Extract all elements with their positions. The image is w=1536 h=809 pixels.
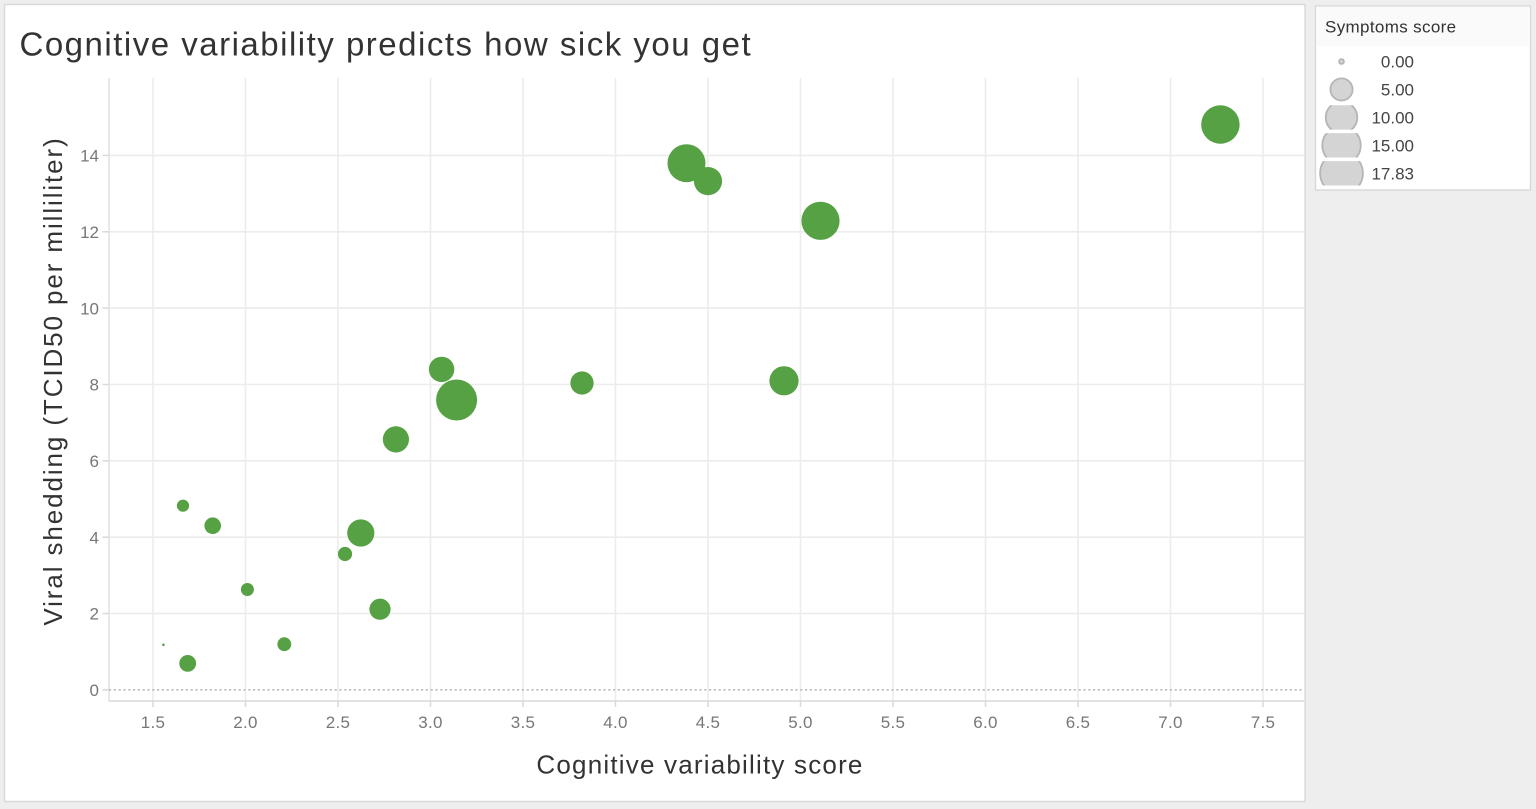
- svg-text:10: 10: [80, 299, 99, 318]
- svg-text:6.5: 6.5: [1066, 713, 1091, 732]
- svg-text:8: 8: [90, 376, 99, 395]
- svg-text:7.5: 7.5: [1251, 713, 1276, 732]
- svg-text:3.5: 3.5: [511, 713, 536, 732]
- svg-text:15.00: 15.00: [1371, 137, 1414, 156]
- svg-text:2.0: 2.0: [233, 713, 258, 732]
- svg-text:Viral shedding (TCID50 per mil: Viral shedding (TCID50 per milliliter): [38, 136, 68, 625]
- svg-text:14: 14: [80, 147, 99, 166]
- svg-text:10.00: 10.00: [1371, 109, 1414, 128]
- svg-text:1.5: 1.5: [141, 713, 166, 732]
- svg-text:6: 6: [90, 452, 99, 471]
- svg-text:Symptoms score: Symptoms score: [1325, 18, 1457, 37]
- svg-text:4.5: 4.5: [696, 713, 721, 732]
- svg-text:6.0: 6.0: [973, 713, 998, 732]
- svg-text:2.5: 2.5: [326, 713, 351, 732]
- svg-text:2: 2: [90, 605, 99, 624]
- svg-text:5.0: 5.0: [788, 713, 813, 732]
- svg-text:0.00: 0.00: [1381, 53, 1414, 72]
- svg-text:5.00: 5.00: [1381, 81, 1414, 100]
- svg-text:4: 4: [90, 528, 99, 547]
- svg-text:Cognitive variability predicts: Cognitive variability predicts how sick …: [20, 26, 753, 63]
- svg-text:12: 12: [80, 223, 99, 242]
- svg-text:Cognitive variability score: Cognitive variability score: [536, 749, 863, 779]
- svg-text:0: 0: [90, 681, 99, 700]
- svg-text:4.0: 4.0: [603, 713, 628, 732]
- svg-text:3.0: 3.0: [418, 713, 443, 732]
- svg-text:5.5: 5.5: [881, 713, 906, 732]
- svg-text:17.83: 17.83: [1371, 165, 1414, 184]
- svg-text:7.0: 7.0: [1158, 713, 1183, 732]
